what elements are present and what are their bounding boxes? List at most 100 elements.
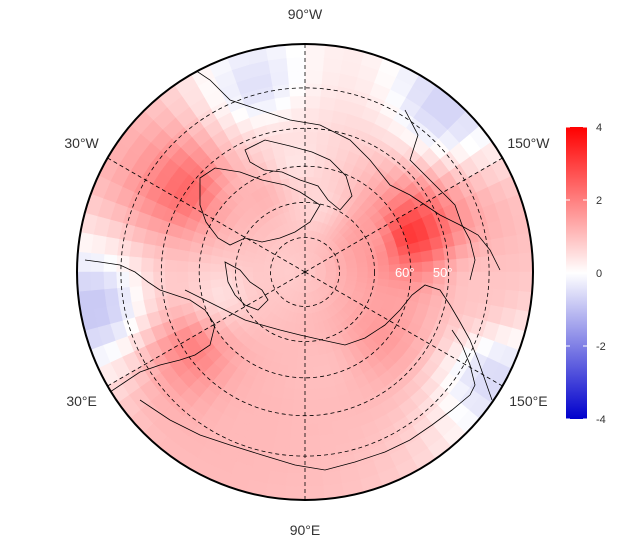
field-cell [304,434,321,449]
field-cell [317,108,334,123]
field-cell [304,485,326,500]
field-cell [419,281,434,295]
field-cell [129,241,145,258]
field-cell [505,253,520,273]
field-cell [300,313,306,325]
field-cell [283,44,306,46]
field-cell [295,366,306,379]
field-cell [431,282,445,297]
field-cell [518,271,533,293]
longitude-label: 90°W [288,6,323,22]
field-cell [276,108,293,123]
field-cell [408,280,422,293]
field-cell [316,120,332,135]
field-cell [356,271,368,278]
graticule [107,44,503,500]
field-cell [304,411,319,424]
field-cell [141,243,156,260]
field-cell [454,243,469,260]
longitude-label: 30°W [64,135,99,151]
field-cell [91,234,108,255]
field-cell [319,432,336,448]
field-cell [103,271,118,290]
field-cell [77,271,92,293]
field-cell [502,289,519,310]
field-cell [490,236,506,256]
field-cell [304,209,311,221]
field-cell [77,250,79,273]
field-cell [286,57,306,72]
field-cell [518,251,533,273]
field-cell [176,260,189,273]
field-cell [117,287,133,305]
field-cell [104,288,120,308]
field-cell [297,344,306,357]
colorbar-tick-label: -4 [596,414,606,426]
field-cell [284,44,306,59]
north-america-coast [179,59,501,271]
field-cell [442,283,457,299]
meridian-line [304,271,503,387]
field-cell [286,365,297,378]
field-cell [398,280,411,291]
field-cell [304,377,316,390]
field-cell [490,288,506,308]
field-cell [294,377,306,390]
field-cell [312,177,322,190]
field-cell [304,355,314,368]
field-cell [477,287,493,305]
field-cell [335,271,347,276]
field-cell [297,187,306,200]
field-cell [77,271,79,294]
field-cell [291,411,306,424]
asia-south-coast [139,394,471,471]
europe-coast [84,259,216,406]
colorbar-tick-label: 4 [596,122,602,134]
field-cell [209,263,222,273]
field-cell [293,388,306,401]
scandinavia-coast [224,261,269,311]
field-cell [210,255,223,265]
field-cell [288,354,298,367]
meridian-line [304,157,503,273]
field-cell [242,266,254,273]
field-cell [314,143,328,158]
field-cell [304,498,327,500]
field-cell [315,132,330,146]
field-cell [502,234,519,255]
field-cell [280,398,295,412]
field-cell [283,498,306,500]
longitude-label: 90°E [290,522,321,538]
field-cell [280,132,295,146]
field-cell [477,239,493,257]
field-cell [304,154,316,167]
field-cell [269,71,289,87]
latitude-circle [234,201,375,342]
greenland-coast [199,167,321,246]
field-cell [304,472,324,487]
field-cell [187,271,200,283]
field-cell [252,267,264,273]
longitude-labels: 90°W 150°W 150°E 90°E 30°E 30°W [64,6,550,538]
field-cell [289,434,306,449]
field-cell [304,83,322,98]
field-cell [288,446,306,461]
field-cell [286,472,306,487]
field-cell [295,165,306,178]
field-cell [116,271,131,289]
field-cell [104,236,120,256]
field-cell [282,386,296,401]
field-cell [128,271,143,288]
field-cell [304,57,324,72]
field-cell [304,422,320,436]
eurasia-arctic-coast [184,284,493,401]
field-cell [288,83,306,98]
field-cell [304,143,317,156]
field-cell [320,84,338,100]
field-cell [153,271,166,286]
canadian-archipelago [244,139,353,211]
field-cell [165,247,179,262]
field-cell [322,58,343,75]
field-cell [304,198,312,210]
field-cell [304,230,309,242]
